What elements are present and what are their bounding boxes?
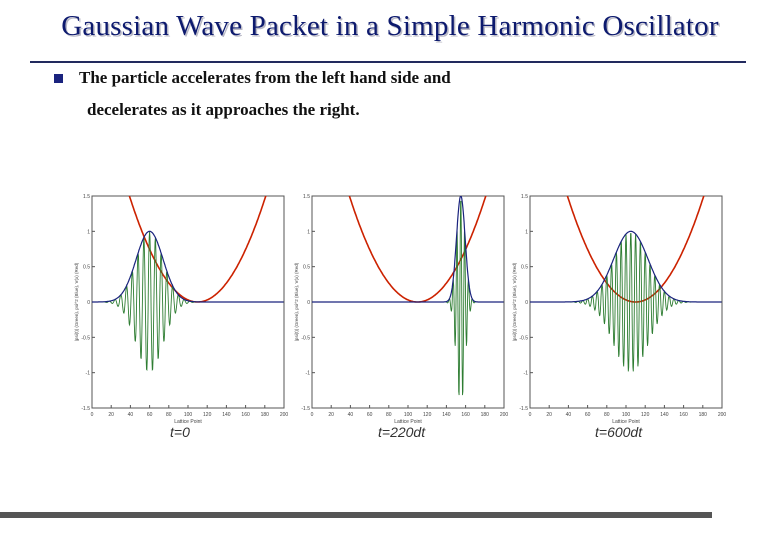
x-tick-label: 80 xyxy=(604,412,610,418)
x-tick-label: 180 xyxy=(261,412,270,418)
y-tick-label: 0 xyxy=(87,300,90,306)
y-tick-label: 1.5 xyxy=(303,194,310,200)
x-tick-label: 120 xyxy=(423,412,432,418)
y-tick-label: -1 xyxy=(86,371,91,377)
x-tick-label: 120 xyxy=(641,412,650,418)
abs-psi-curve xyxy=(312,196,504,303)
plot-t220: 0 20 40 60 80 100 120 140 160 180 200 -1.5 -1 -0.5 0 0.… xyxy=(290,188,508,448)
x-tick-label: 20 xyxy=(546,412,552,418)
bullet-text-line-1: The particle accelerates from the left h… xyxy=(79,68,451,87)
y-tick-label: -1 xyxy=(524,371,529,377)
potential-curve xyxy=(348,196,487,303)
x-tick-label: 0 xyxy=(311,412,314,418)
potential-curve xyxy=(128,196,267,303)
y-tick-label: 0.5 xyxy=(521,265,528,271)
x-tick-label: 160 xyxy=(461,412,470,418)
abs-psi-curve xyxy=(92,230,284,303)
x-tick-label: 200 xyxy=(718,412,726,418)
plot-t0-svg: 0 20 40 60 80 100 120 140 160 180 200 -1.5 -1 -0.5 0 0.… xyxy=(74,194,288,425)
abs-psi-curve xyxy=(530,230,722,303)
x-tick-label: 100 xyxy=(622,412,631,418)
y-axis-label: |psi(t)| (Green), psi^2 (Blue), V(x) (Re… xyxy=(512,262,517,341)
x-tick-label: 160 xyxy=(679,412,688,418)
x-tick-label: 180 xyxy=(481,412,490,418)
footer-bar xyxy=(0,512,712,518)
x-tick-label: 40 xyxy=(348,412,354,418)
y-tick-label: -0.5 xyxy=(81,335,90,341)
x-tick-label: 200 xyxy=(500,412,508,418)
y-tick-label: 1 xyxy=(87,229,90,235)
y-tick-label: 1.5 xyxy=(521,194,528,200)
x-tick-label: 0 xyxy=(529,412,532,418)
x-axis-label: Lattice Point xyxy=(174,419,202,423)
x-tick-label: 40 xyxy=(128,412,134,418)
x-tick-label: 20 xyxy=(108,412,114,418)
bullet-square-icon xyxy=(54,74,63,83)
plot-traces xyxy=(530,196,722,372)
x-tick-label: 140 xyxy=(222,412,231,418)
plot-t220-svg: 0 20 40 60 80 100 120 140 160 180 200 -1.5 -1 -0.5 0 0.… xyxy=(294,194,508,425)
plot-traces xyxy=(92,196,284,372)
y-tick-label: 1 xyxy=(525,229,528,235)
time-label-t0: t=0 xyxy=(170,424,190,440)
x-tick-label: 180 xyxy=(699,412,708,418)
x-axis-label: Lattice Point xyxy=(612,419,640,423)
y-tick-label: -1.5 xyxy=(81,406,90,412)
x-tick-label: 60 xyxy=(147,412,153,418)
time-label-t220: t=220dt xyxy=(378,424,426,440)
bullet-text-line-2: decelerates as it approaches the right. xyxy=(87,100,360,119)
x-tick-label: 40 xyxy=(566,412,572,418)
y-tick-label: -1.5 xyxy=(301,406,310,412)
x-axis-label: Lattice Point xyxy=(394,419,422,423)
x-tick-label: 60 xyxy=(367,412,373,418)
x-tick-label: 120 xyxy=(203,412,212,418)
x-tick-label: 80 xyxy=(386,412,392,418)
x-tick-label: 80 xyxy=(166,412,172,418)
x-tick-label: 20 xyxy=(328,412,334,418)
x-tick-label: 200 xyxy=(280,412,288,418)
x-tick-label: 160 xyxy=(241,412,250,418)
x-tick-label: 140 xyxy=(442,412,451,418)
y-tick-label: -1.5 xyxy=(519,406,528,412)
plot-t600-svg: 0 20 40 60 80 100 120 140 160 180 200 -1.5 -1 -0.5 0 0.… xyxy=(512,194,726,425)
plot-t600: 0 20 40 60 80 100 120 140 160 180 200 -1.5 -1 -0.5 0 0.… xyxy=(508,188,726,448)
y-tick-label: 0 xyxy=(525,300,528,306)
x-tick-label: 100 xyxy=(184,412,193,418)
y-tick-label: 0.5 xyxy=(83,265,90,271)
y-tick-label: 1.5 xyxy=(83,194,90,200)
y-tick-label: -1 xyxy=(306,371,311,377)
x-tick-label: 100 xyxy=(404,412,413,418)
x-tick-label: 60 xyxy=(585,412,591,418)
y-tick-label: -0.5 xyxy=(519,335,528,341)
plot-traces xyxy=(312,196,504,396)
y-tick-label: 0 xyxy=(307,300,310,306)
y-tick-label: -0.5 xyxy=(301,335,310,341)
y-axis-label: |psi(t)| (Green), psi^2 (Blue), V(x) (Re… xyxy=(294,262,299,341)
real-psi-curve xyxy=(312,200,504,396)
plot-t0: 0 20 40 60 80 100 120 140 160 180 200 -1.5 -1 -0.5 0 0.… xyxy=(70,188,288,448)
time-label-t600: t=600dt xyxy=(595,424,643,440)
y-tick-label: 1 xyxy=(307,229,310,235)
y-tick-label: 0.5 xyxy=(303,265,310,271)
x-tick-label: 0 xyxy=(91,412,94,418)
x-tick-label: 140 xyxy=(660,412,669,418)
y-axis-label: |psi(t)| (Green), psi^2 (Blue), V(x) (Re… xyxy=(74,262,79,341)
slide-title: Gaussian Wave Packet in a Simple Harmoni… xyxy=(61,10,719,42)
potential-curve xyxy=(566,196,705,303)
title-divider xyxy=(30,61,746,63)
